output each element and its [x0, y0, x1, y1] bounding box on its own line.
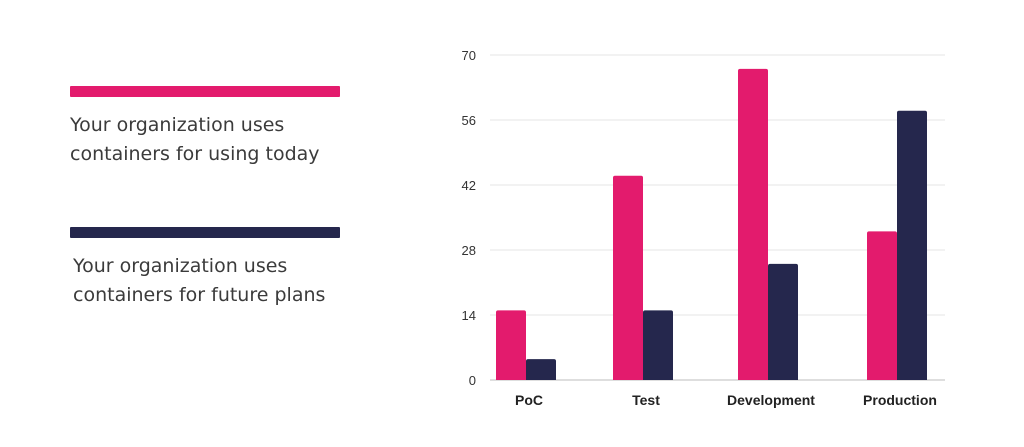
x-tick-label: PoC [515, 392, 543, 408]
x-tick-label: Development [727, 392, 815, 408]
bar-future-plans [768, 263, 798, 380]
y-tick-label: 0 [469, 373, 476, 388]
y-tick-label: 14 [462, 308, 476, 323]
legend-color-bar-using-today [70, 86, 340, 97]
bar-future-plans [897, 110, 927, 380]
legend-color-bar-future-plans [70, 227, 340, 238]
bar-using-today [496, 310, 526, 380]
bar-using-today [613, 175, 643, 380]
bar-using-today [867, 231, 897, 380]
y-tick-label: 28 [462, 243, 476, 258]
legend-item-future-plans: Your organization uses containers for fu… [70, 227, 370, 310]
x-tick-label: Test [632, 392, 660, 408]
legend-label-future-plans: Your organization uses containers for fu… [73, 255, 326, 306]
y-tick-label: 42 [462, 178, 476, 193]
x-tick-label: Production [863, 392, 937, 408]
bar-using-today [738, 68, 768, 380]
bar-future-plans [643, 310, 673, 380]
legend-label-using-today: Your organization uses containers for us… [70, 114, 320, 165]
y-tick-label: 56 [462, 113, 476, 128]
y-tick-label: 70 [462, 48, 476, 63]
legend-item-using-today: Your organization uses containers for us… [70, 86, 370, 169]
bar-future-plans [526, 359, 556, 380]
